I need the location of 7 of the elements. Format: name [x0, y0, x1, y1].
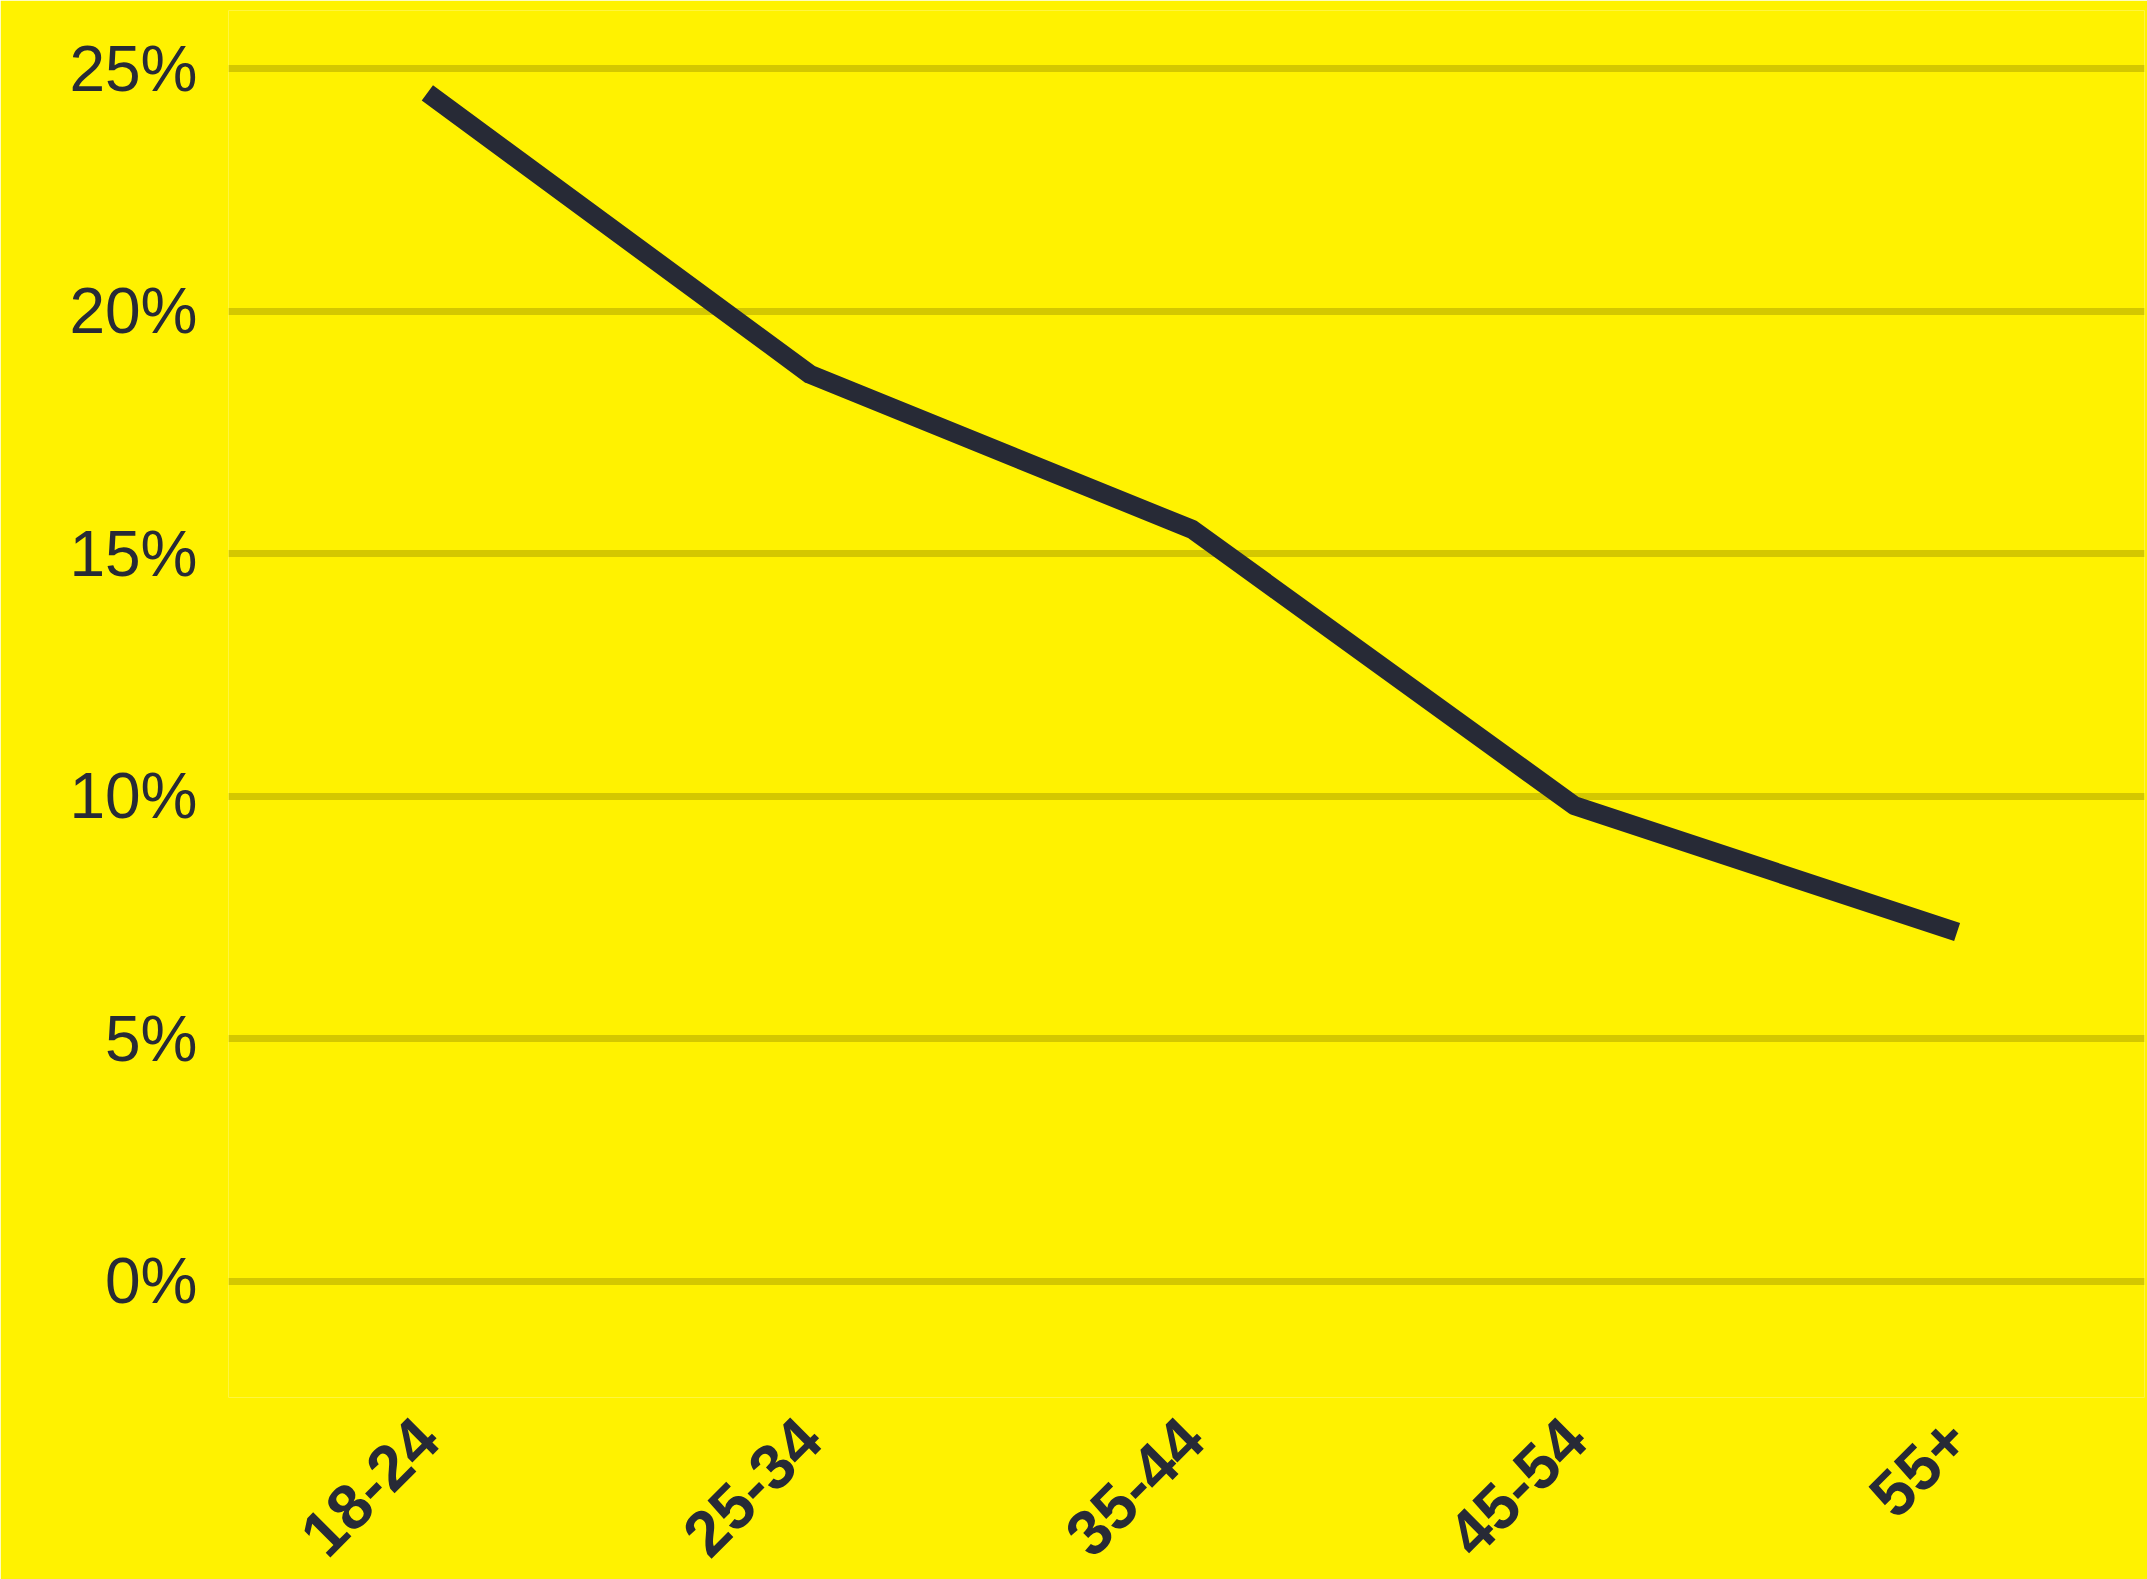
x-tick-label: 55+ — [1855, 1403, 1983, 1532]
y-tick-label: 15% — [69, 517, 198, 590]
y-tick-label: 5% — [105, 1002, 198, 1075]
y-tick-label: 25% — [69, 32, 198, 105]
y-tick-label: 0% — [105, 1245, 198, 1318]
y-tick-label: 10% — [69, 760, 198, 833]
y-tick-label: 20% — [69, 275, 198, 348]
